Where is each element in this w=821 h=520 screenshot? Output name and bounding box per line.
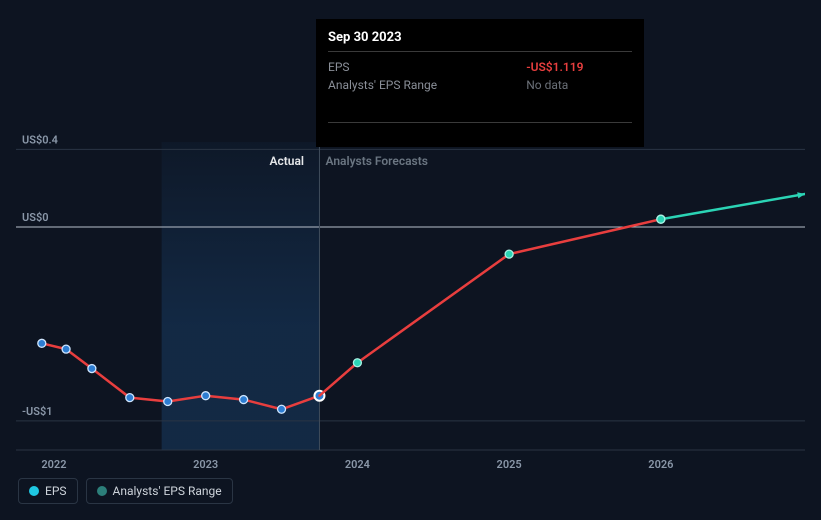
legend-item-eps-range[interactable]: Analysts' EPS Range xyxy=(86,478,233,504)
legend-swatch xyxy=(29,486,39,496)
tooltip-date: Sep 30 2023 xyxy=(328,30,632,52)
tooltip-row-label: EPS xyxy=(328,58,502,76)
legend-label: EPS xyxy=(45,484,67,498)
legend: EPS Analysts' EPS Range xyxy=(18,478,233,504)
chart-container: US$0.4 US$0 -US$1 2022 2023 2024 2025 2026 Actu… xyxy=(16,10,805,510)
tooltip-row-value: -US$1.119 xyxy=(502,58,632,76)
svg-text:2022: 2022 xyxy=(41,458,66,471)
legend-label: Analysts' EPS Range xyxy=(113,484,222,498)
svg-text:2023: 2023 xyxy=(193,458,218,471)
svg-text:2025: 2025 xyxy=(497,458,522,471)
legend-swatch xyxy=(97,486,107,496)
svg-text:-US$1: -US$1 xyxy=(22,405,53,418)
section-label-actual: Actual xyxy=(269,154,304,168)
tooltip: Sep 30 2023 EPS -US$1.119 Analysts' EPS … xyxy=(316,19,644,147)
legend-item-eps[interactable]: EPS xyxy=(18,478,78,504)
tooltip-row-value: No data xyxy=(502,76,632,94)
section-label-forecast: Analysts Forecasts xyxy=(325,154,427,168)
svg-text:US$0: US$0 xyxy=(22,211,49,224)
svg-text:US$0.4: US$0.4 xyxy=(22,133,58,146)
svg-text:2026: 2026 xyxy=(648,458,673,471)
tooltip-row-label: Analysts' EPS Range xyxy=(328,76,502,94)
svg-text:2024: 2024 xyxy=(345,458,370,471)
